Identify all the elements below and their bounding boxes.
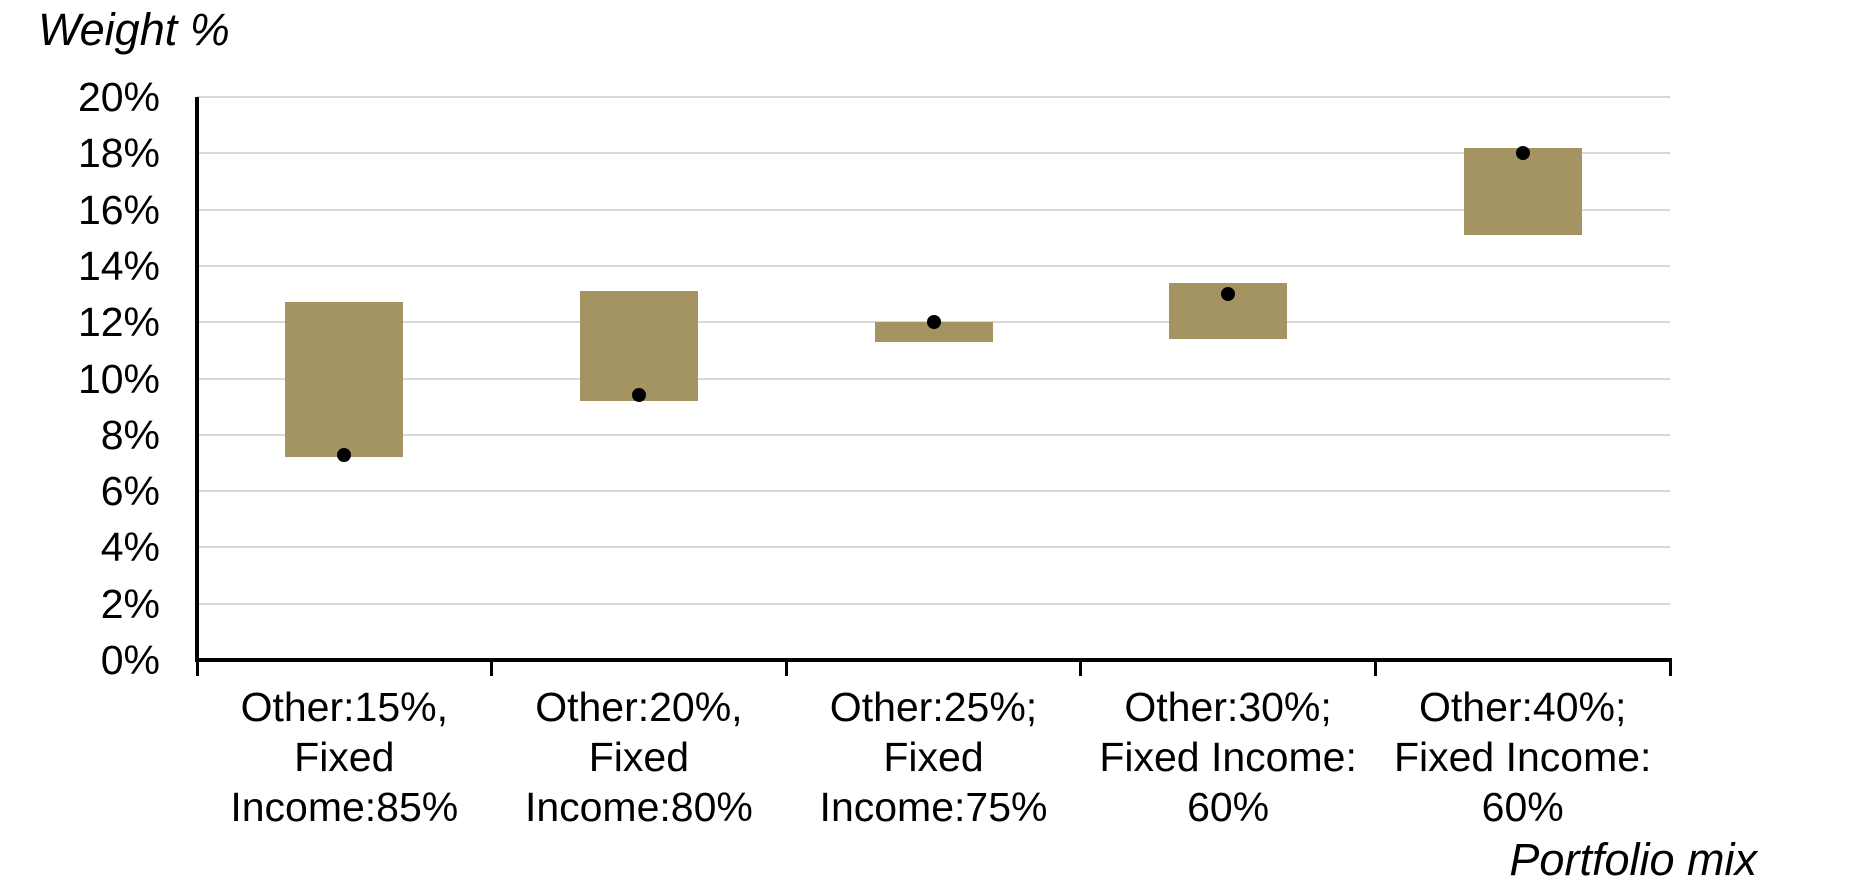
actual-weight-marker-dot [631,388,646,403]
x-axis-line [195,658,1672,662]
y-axis-tick-label: 12% [77,299,160,346]
x-axis-tick [195,660,199,676]
gridline [197,377,1670,380]
x-category-label: Other:20%, Fixed Income:80% [524,684,753,830]
gridline [197,546,1670,549]
y-axis-tick-label: 10% [77,355,160,402]
x-category-label: Other:40%; Fixed Income: 60% [1393,684,1652,830]
weight-range-bar [1463,147,1582,235]
actual-weight-marker-dot [1515,146,1530,161]
gridline [197,208,1670,211]
x-category-label: Other:25%; Fixed Income:75% [819,684,1048,830]
y-axis-tick-label: 6% [100,468,160,515]
actual-weight-marker-dot [1221,287,1236,302]
gridline [197,433,1670,436]
y-axis-tick-label: 16% [77,186,160,233]
x-axis-title: Portfolio mix [1509,834,1757,880]
gridline [197,264,1670,267]
y-axis-tick-label: 8% [100,411,160,458]
x-axis-tick [1373,660,1377,676]
y-axis-line [195,97,199,662]
y-axis-title: Weight % [38,4,230,55]
gridline [197,490,1670,493]
actual-weight-marker-dot [926,315,941,330]
y-axis-tick-label: 0% [100,637,160,683]
y-axis-tick-label: 4% [100,524,160,571]
x-axis-tick [1668,660,1672,676]
gridline [197,602,1670,605]
weight-range-bar [874,322,993,342]
x-category-label: Other:15%, Fixed Income:85% [230,684,459,830]
x-axis-tick [784,660,788,676]
y-axis-tick-label: 20% [77,74,160,120]
y-axis-tick-label: 2% [100,580,160,627]
gridline [197,152,1670,155]
weight-range-bar [285,302,404,458]
y-axis-tick-label: 18% [77,130,160,177]
y-axis-tick-label: 14% [77,242,160,289]
x-axis-tick [1079,660,1083,676]
x-axis-tick [490,660,494,676]
weight-range-bar [579,291,698,402]
actual-weight-marker-dot [337,447,352,462]
gridline [197,96,1670,98]
x-category-label: Other:30%; Fixed Income: 60% [1099,684,1357,830]
